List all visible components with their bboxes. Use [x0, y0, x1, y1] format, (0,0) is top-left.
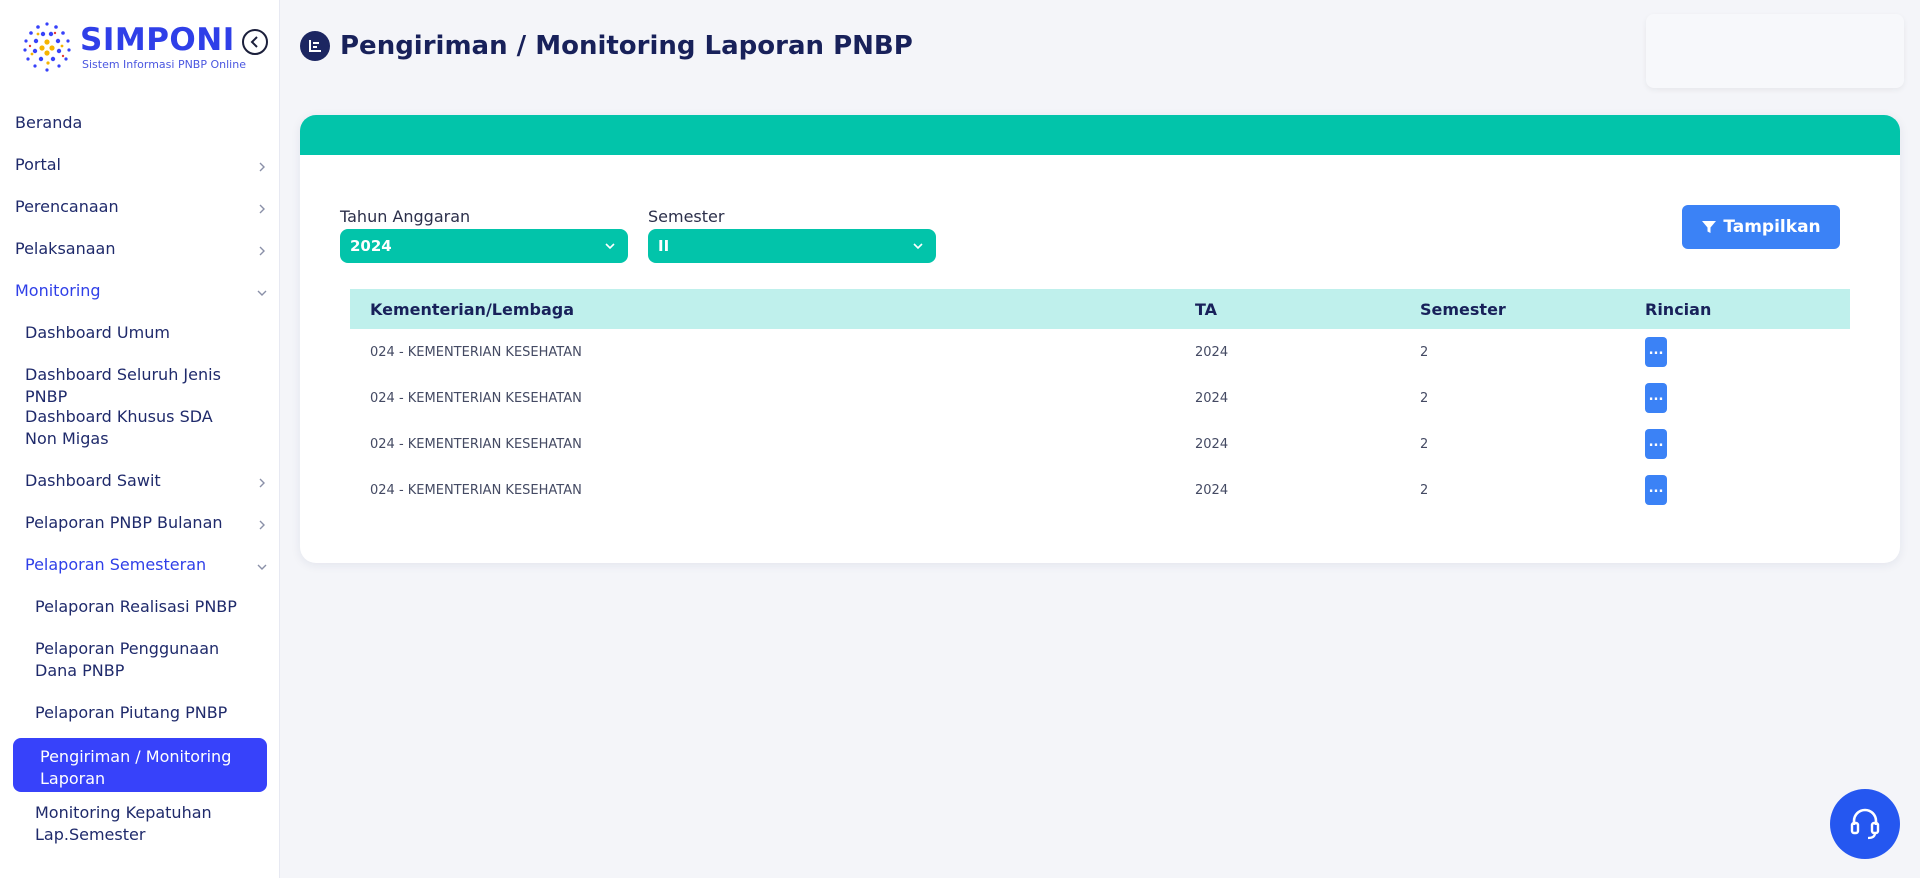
sidebar-item-label: Pelaporan Semesteran	[25, 555, 207, 574]
chevron-right-icon	[259, 478, 265, 488]
sidebar-item-pelaporan-semesteran[interactable]: Pelaporan Semesteran	[0, 546, 279, 588]
sidebar-item-monitoring-kepatuhan[interactable]: Monitoring Kepatuhan Lap.Semester	[0, 794, 279, 854]
page-title: Pengiriman / Monitoring Laporan PNBP	[340, 31, 913, 61]
sidebar-item-beranda[interactable]: Beranda	[0, 104, 279, 146]
cell-semester: 2	[1420, 390, 1429, 406]
sidebar-item-dashboard-umum[interactable]: Dashboard Umum	[0, 314, 279, 356]
page-header: Pengiriman / Monitoring Laporan PNBP	[300, 28, 913, 64]
sidebar-item-label: Pelaporan Realisasi PNBP	[35, 597, 237, 616]
sidebar-item-label: Beranda	[15, 113, 83, 132]
brand-subtitle: Sistem Informasi PNBP Online	[82, 58, 246, 71]
chevron-right-icon	[259, 204, 265, 214]
cell-ta: 2024	[1195, 344, 1229, 360]
sidebar-item-label: Pengiriman / Monitoring Laporan	[40, 747, 232, 788]
column-header-ta: TA	[1195, 299, 1218, 319]
sidebar-item-label: Perencanaan	[15, 197, 119, 216]
chevron-down-icon	[257, 290, 267, 296]
cell-ta: 2024	[1195, 436, 1229, 452]
sidebar-item-perencanaan[interactable]: Perencanaan	[0, 188, 279, 230]
year-select[interactable]: 2024	[340, 229, 628, 263]
sidebar-item-pelaporan-realisasi-pnbp[interactable]: Pelaporan Realisasi PNBP	[0, 588, 279, 630]
detail-button[interactable]: ...	[1645, 337, 1667, 367]
sidebar-item-dashboard-khusus-sda[interactable]: Dashboard Khusus SDA Non Migas	[0, 398, 279, 462]
brand-name: SIMPONI	[80, 22, 235, 58]
cell-ministry: 024 - KEMENTERIAN KESEHATAN	[370, 436, 582, 452]
simponi-logo-icon	[23, 22, 71, 72]
sidebar-item-label: Dashboard Sawit	[25, 471, 161, 490]
sidebar-item-portal[interactable]: Portal	[0, 146, 279, 188]
cell-ministry: 024 - KEMENTERIAN KESEHATAN	[370, 390, 582, 406]
cell-ministry: 024 - KEMENTERIAN KESEHATAN	[370, 344, 582, 360]
sidebar-item-label: Dashboard Umum	[25, 323, 170, 342]
sidebar-item-monitoring[interactable]: Monitoring	[0, 272, 279, 314]
sidebar-item-dashboard-seluruh-jenis-pnbp[interactable]: Dashboard Seluruh Jenis PNBP	[0, 356, 279, 406]
chevron-down-icon	[257, 564, 267, 570]
sidebar-item-pelaporan-pnbp-bulanan[interactable]: Pelaporan PNBP Bulanan	[0, 504, 279, 546]
show-button-label: Tampilkan	[1723, 217, 1821, 237]
column-header-ministry: Kementerian/Lembaga	[370, 299, 575, 319]
table-row: 024 - KEMENTERIAN KESEHATAN 2024 2 ...	[350, 467, 1850, 513]
sidebar-item-label: Pelaksanaan	[15, 239, 116, 258]
cell-ministry: 024 - KEMENTERIAN KESEHATAN	[370, 482, 582, 498]
table-row: 024 - KEMENTERIAN KESEHATAN 2024 2 ...	[350, 421, 1850, 467]
headset-icon	[1850, 808, 1880, 840]
cell-semester: 2	[1420, 436, 1429, 452]
sidebar-item-pengiriman-monitoring-laporan[interactable]: Pengiriman / Monitoring Laporan	[13, 738, 267, 792]
card-header-bar	[300, 115, 1900, 155]
chevron-right-icon	[259, 162, 265, 172]
chevron-right-icon	[259, 246, 265, 256]
sidebar-item-label: Pelaporan PNBP Bulanan	[25, 513, 223, 532]
sidebar-item-label: Monitoring Kepatuhan Lap.Semester	[35, 803, 212, 844]
brand[interactable]: SIMPONI Sistem Informasi PNBP Online	[18, 18, 246, 78]
chevron-right-icon	[259, 520, 265, 530]
sidebar-item-label: Monitoring	[15, 281, 101, 300]
semester-select-value: II	[658, 237, 670, 255]
show-button[interactable]: Tampilkan	[1682, 205, 1840, 249]
semester-label: Semester	[648, 207, 725, 226]
sidebar: SIMPONI Sistem Informasi PNBP Online Ber…	[0, 0, 280, 878]
cell-semester: 2	[1420, 482, 1429, 498]
sidebar-item-pelaporan-penggunaan-dana[interactable]: Pelaporan Penggunaan Dana PNBP	[0, 630, 279, 694]
help-button[interactable]	[1830, 789, 1900, 859]
detail-button[interactable]: ...	[1645, 475, 1667, 505]
cell-ta: 2024	[1195, 482, 1229, 498]
collapse-sidebar-button[interactable]	[242, 29, 268, 55]
cell-semester: 2	[1420, 344, 1429, 360]
semester-select[interactable]: II	[648, 229, 936, 263]
year-label: Tahun Anggaran	[340, 207, 471, 226]
sidebar-item-label: Pelaporan Penggunaan Dana PNBP	[35, 639, 220, 680]
column-header-semester: Semester	[1420, 299, 1506, 319]
table-row: 024 - KEMENTERIAN KESEHATAN 2024 2 ...	[350, 375, 1850, 421]
chevron-down-icon	[913, 243, 923, 250]
sidebar-item-label: Pelaporan Piutang PNBP	[35, 703, 228, 722]
sidebar-item-pelaksanaan[interactable]: Pelaksanaan	[0, 230, 279, 272]
sidebar-item-label: Dashboard Khusus SDA Non Migas	[25, 407, 213, 448]
year-select-value: 2024	[350, 237, 392, 255]
chevron-down-icon	[605, 243, 615, 250]
report-table: Kementerian/Lembaga TA Semester Rincian …	[350, 289, 1850, 513]
table-header: Kementerian/Lembaga TA Semester Rincian	[350, 289, 1850, 329]
report-icon	[300, 31, 330, 61]
detail-button[interactable]: ...	[1645, 429, 1667, 459]
report-card: Tahun Anggaran 2024 Semester II Tampilka…	[300, 115, 1900, 563]
sidebar-item-label: Dashboard Seluruh Jenis PNBP	[25, 365, 221, 406]
cell-ta: 2024	[1195, 390, 1229, 406]
chevron-left-icon	[250, 36, 258, 48]
sidebar-item-pelaporan-piutang-pnbp[interactable]: Pelaporan Piutang PNBP	[0, 694, 279, 736]
sidebar-item-label: Portal	[15, 155, 61, 174]
sidebar-menu: Beranda Portal Perencanaan Pelaksanaan M…	[0, 104, 279, 854]
filter-icon	[1702, 221, 1717, 233]
column-header-detail: Rincian	[1645, 299, 1712, 319]
sidebar-item-dashboard-sawit[interactable]: Dashboard Sawit	[0, 462, 279, 504]
table-row: 024 - KEMENTERIAN KESEHATAN 2024 2 ...	[350, 329, 1850, 375]
user-panel[interactable]	[1646, 14, 1904, 88]
detail-button[interactable]: ...	[1645, 383, 1667, 413]
